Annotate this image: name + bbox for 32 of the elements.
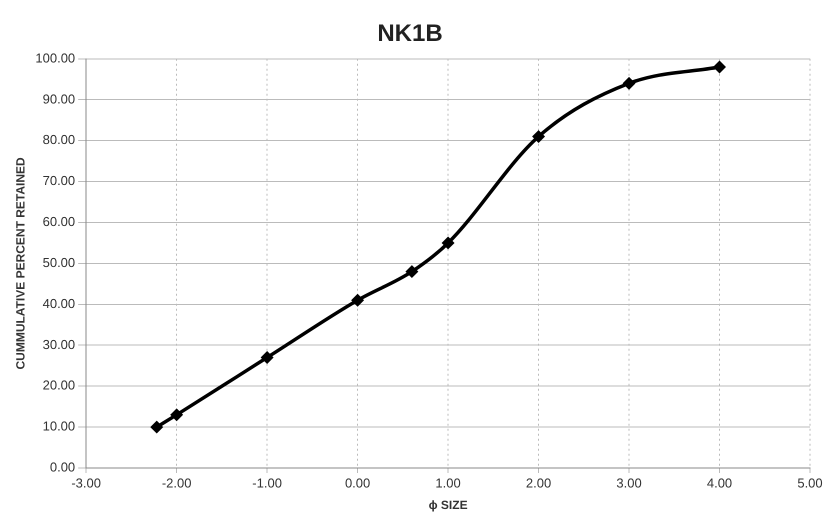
chart-title: NK1B: [377, 20, 443, 48]
point: [170, 409, 182, 421]
point: [442, 237, 454, 249]
x-tick-label: -3.00: [71, 475, 101, 490]
y-axis-title: CUMMULATIVE PERCENT RETAINED: [14, 156, 28, 370]
x-tick-label: 4.00: [706, 475, 732, 490]
y-tick-label: 0.00: [50, 460, 76, 475]
x-tick-label: 2.00: [526, 475, 552, 490]
x-tick-label: 0.00: [344, 475, 370, 490]
point: [714, 61, 726, 73]
x-tick-label: -1.00: [252, 475, 282, 490]
x-tick-label: -2.00: [162, 475, 192, 490]
y-tick-label: 70.00: [42, 173, 76, 188]
y-tick-label: 10.00: [42, 418, 76, 434]
x-tick-label: 1.00: [435, 475, 461, 490]
x-axis-title: ϕ SIZE: [428, 498, 468, 512]
y-tick-label: 80.00: [42, 132, 76, 148]
y-tick-label: 40.00: [42, 296, 76, 311]
y-tick-label: 90.00: [42, 91, 76, 106]
x-tick-label: 3.00: [616, 475, 642, 490]
y-tick-label: 20.00: [42, 378, 76, 393]
y-tick-label: 30.00: [42, 336, 76, 352]
y-tick-label: 100.00: [35, 50, 76, 66]
point: [623, 78, 635, 90]
point: [352, 294, 364, 306]
point: [261, 352, 273, 364]
point: [150, 421, 162, 433]
y-tick-label: 50.00: [42, 254, 76, 270]
x-tick-label: 5.00: [797, 475, 823, 490]
point: [406, 266, 418, 278]
point: [532, 130, 544, 142]
y-tick-label: 60.00: [42, 214, 76, 230]
